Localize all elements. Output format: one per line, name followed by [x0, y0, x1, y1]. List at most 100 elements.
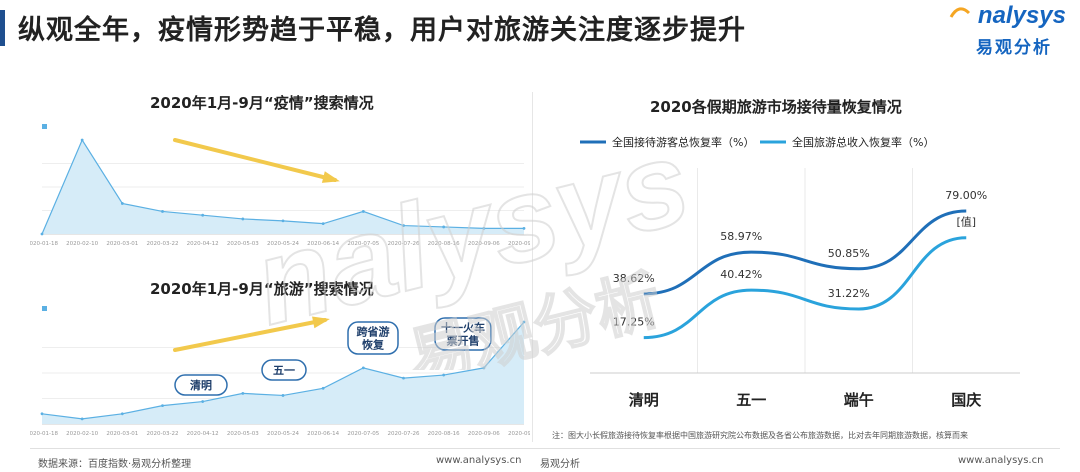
- footer-url-left[interactable]: www.analysys.cn: [436, 455, 522, 466]
- x-tick-label: 2020-05-24: [267, 431, 299, 437]
- data-point: [442, 373, 446, 377]
- data-label: 38.62%: [613, 272, 655, 285]
- data-point: [80, 417, 84, 421]
- x-tick-label: 2020-05-03: [227, 431, 259, 437]
- callout-bubble: [261, 359, 307, 381]
- data-point: [482, 226, 486, 230]
- x-tick-label: 2020-07-05: [347, 241, 379, 247]
- category-label: 五一: [736, 391, 766, 409]
- footer-divider: [30, 448, 1060, 449]
- trend-arrow: [173, 318, 327, 352]
- epidemic-search-chart: 2020-01-18 2020-02-10 2020-03-01 2020-03-22…: [30, 124, 530, 247]
- data-label: 50.85%: [828, 247, 870, 260]
- logo-word: nalysys: [977, 2, 1066, 29]
- data-label: 79.00%: [945, 189, 987, 202]
- data-point: [321, 386, 325, 390]
- callout-label: 恢复: [362, 338, 385, 352]
- category-label: 国庆: [951, 391, 981, 409]
- footer-url-right[interactable]: www.analysys.cn: [958, 455, 1044, 466]
- x-tick-label: 2020-03-22: [147, 241, 179, 247]
- callout-label: 十一火车: [441, 321, 485, 335]
- x-tick-label: 2020-03-22: [147, 431, 179, 437]
- x-tick-label: 2020-06-14: [307, 431, 339, 437]
- x-tick-label: 2020-04-12: [187, 241, 219, 247]
- data-point: [201, 400, 205, 403]
- travel-search-chart: 2020-01-18 2020-02-10 2020-03-01 2020-03-22…: [30, 306, 530, 437]
- trend-arrow-head: [321, 171, 340, 183]
- x-tick-label: 2020-03-01: [106, 431, 138, 437]
- callout-label: 票开售: [447, 334, 480, 348]
- chart-note: 注：图大小长假旅游接待恢复率根据中国旅游研究院公布数据及各省公布旅游数据，比对去…: [552, 431, 968, 440]
- legend-label: 全国接待游客总恢复率（%）: [612, 135, 754, 149]
- x-tick-label: 2020-06-14: [307, 241, 339, 247]
- series-area: [42, 140, 524, 234]
- epidemic-chart-title: 2020年1月-9月“疫情”搜索情况: [150, 94, 374, 112]
- data-point: [281, 394, 285, 397]
- callout-bubble: [434, 317, 492, 351]
- x-tick-label: 2020-08-16: [428, 431, 460, 437]
- data-label: 40.42%: [720, 268, 762, 281]
- data-point: [80, 138, 84, 142]
- callout-label: 五一: [273, 364, 295, 377]
- data-point: [281, 219, 285, 223]
- data-point: [522, 320, 526, 324]
- data-point: [402, 224, 405, 227]
- x-tick-label: 2020-01-18: [30, 241, 58, 247]
- recovery-line-chart: 清明 五一 端午 国庆 全国接待游客总恢复率（%） 全国旅游总收入恢复率（%） 38.62%…: [580, 135, 1020, 409]
- data-point: [40, 412, 44, 416]
- series-line: [643, 209, 967, 296]
- travel-chart-title: 2020年1月-9月“旅游”搜索情况: [150, 280, 374, 298]
- x-tick-label: 2020-01-18: [30, 431, 58, 437]
- data-label: 31.22%: [828, 287, 870, 300]
- data-point: [40, 232, 44, 236]
- data-point: [361, 210, 365, 213]
- footer-source: 数据来源：百度指数·易观分析整理: [38, 459, 192, 470]
- data-point: [241, 392, 245, 395]
- x-tick-label: 2020-05-03: [227, 241, 259, 247]
- x-tick-label: 2020-03-01: [106, 241, 138, 247]
- footer-brand: 易观分析: [540, 459, 580, 470]
- callout-bubble: [347, 321, 399, 355]
- x-tick-label: 2020-07-05: [347, 431, 379, 437]
- data-point: [120, 202, 124, 205]
- data-point: [120, 412, 124, 416]
- logo-arc-icon: [949, 7, 971, 18]
- data-label: [值]: [956, 216, 976, 229]
- logo-chinese: 易观分析: [976, 38, 1052, 58]
- x-tick-label: 2020-07-26: [388, 431, 420, 437]
- data-point: [321, 222, 325, 226]
- data-point: [402, 376, 405, 380]
- x-tick-label: 2020-07-26: [388, 241, 420, 247]
- trend-arrow-head: [312, 316, 330, 329]
- data-point: [161, 404, 164, 408]
- data-point: [482, 366, 486, 370]
- recovery-chart-title: 2020各假期旅游市场接待量恢复情况: [650, 98, 902, 116]
- data-point: [522, 226, 526, 230]
- analysys-logo: nalysys 易观分析: [949, 2, 1066, 58]
- legend-swatch: [42, 124, 47, 129]
- panel-divider: [532, 92, 533, 442]
- data-point: [442, 225, 446, 229]
- page-title: 纵观全年，疫情形势趋于平稳，用户对旅游关注度逐步提升: [18, 15, 746, 46]
- callout-bubble: [174, 374, 228, 396]
- x-tick-label: 2020-05-24: [267, 241, 299, 247]
- x-tick-label: 2020-09-19: [508, 241, 530, 247]
- data-point: [201, 213, 205, 217]
- x-tick-label: 2020-08-16: [428, 241, 460, 247]
- series-line: [643, 236, 967, 340]
- x-tick-label: 2020-09-19: [508, 431, 530, 437]
- x-tick-label: 2020-04-12: [187, 431, 219, 437]
- x-tick-label: 2020-02-10: [66, 431, 98, 437]
- category-label: 端午: [844, 391, 874, 409]
- callout-label: 跨省游: [357, 325, 390, 339]
- data-point: [241, 217, 245, 221]
- series-area: [42, 322, 524, 424]
- data-point: [161, 210, 164, 213]
- data-point: [361, 366, 365, 370]
- title-accent-bar: [0, 10, 5, 46]
- x-tick-label: 2020-02-10: [66, 241, 98, 247]
- x-tick-label: 2020-09-06: [468, 241, 500, 247]
- data-label: 58.97%: [720, 230, 762, 243]
- category-label: 清明: [629, 391, 659, 409]
- x-tick-label: 2020-09-06: [468, 431, 500, 437]
